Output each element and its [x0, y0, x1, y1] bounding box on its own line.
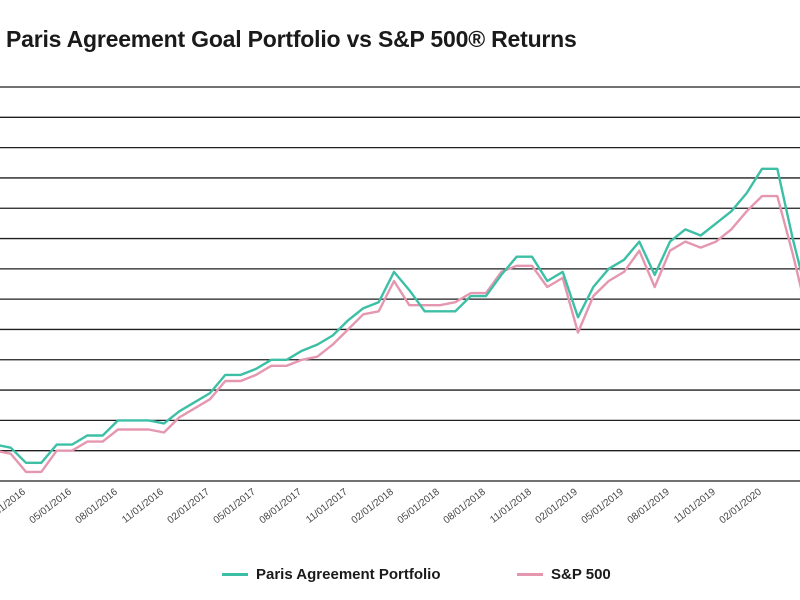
x-tick-label: 08/01/2019 [626, 486, 673, 526]
x-tick-label: 08/01/2017 [258, 486, 305, 526]
grid-lines [0, 86, 800, 482]
series-lines [0, 167, 800, 474]
x-tick-label: 05/01/2019 [580, 486, 627, 526]
x-tick-label: 11/01/2018 [488, 486, 534, 525]
legend-swatch-sp-500 [517, 572, 543, 576]
x-tick-label: 05/01/2018 [396, 486, 443, 526]
x-tick-label: 11/01/2019 [672, 486, 718, 525]
series-line-sp-500 [0, 194, 800, 474]
x-tick-label: 05/01/2016 [28, 486, 75, 526]
x-tick-label: 02/01/2017 [166, 486, 213, 526]
x-tick-label: 08/01/2018 [442, 486, 489, 526]
x-tick-label: 11/01/2016 [120, 486, 166, 525]
x-tick-label: 02/01/2018 [350, 486, 397, 526]
chart-title: Paris Agreement Goal Portfolio vs S&P 50… [6, 26, 577, 52]
series-line-paris-agreement-portfolio [0, 167, 800, 464]
legend-item-paris-agreement-portfolio: Paris Agreement Portfolio [222, 562, 440, 586]
x-tick-label: 02/01/2016 [0, 486, 28, 526]
x-tick-label: 05/01/2017 [212, 486, 259, 526]
x-tick-label: 11/01/2017 [304, 486, 350, 525]
x-tick-label: 08/01/2016 [74, 486, 121, 526]
legend-swatch-paris-agreement-portfolio [222, 572, 248, 576]
x-tick-labels: 02/01/2016 05/01/2016 08/01/2016 11/01/2016… [0, 486, 764, 526]
legend-label: Paris Agreement Portfolio [256, 565, 441, 583]
x-tick-label: 02/01/2020 [718, 486, 765, 526]
legend-label: S&P 500 [551, 565, 611, 583]
legend-item-sp-500: S&P 500 [517, 562, 611, 586]
legend: Paris Agreement Portfolio S&P 500 [0, 562, 800, 586]
x-tick-label: 02/01/2019 [534, 486, 581, 526]
